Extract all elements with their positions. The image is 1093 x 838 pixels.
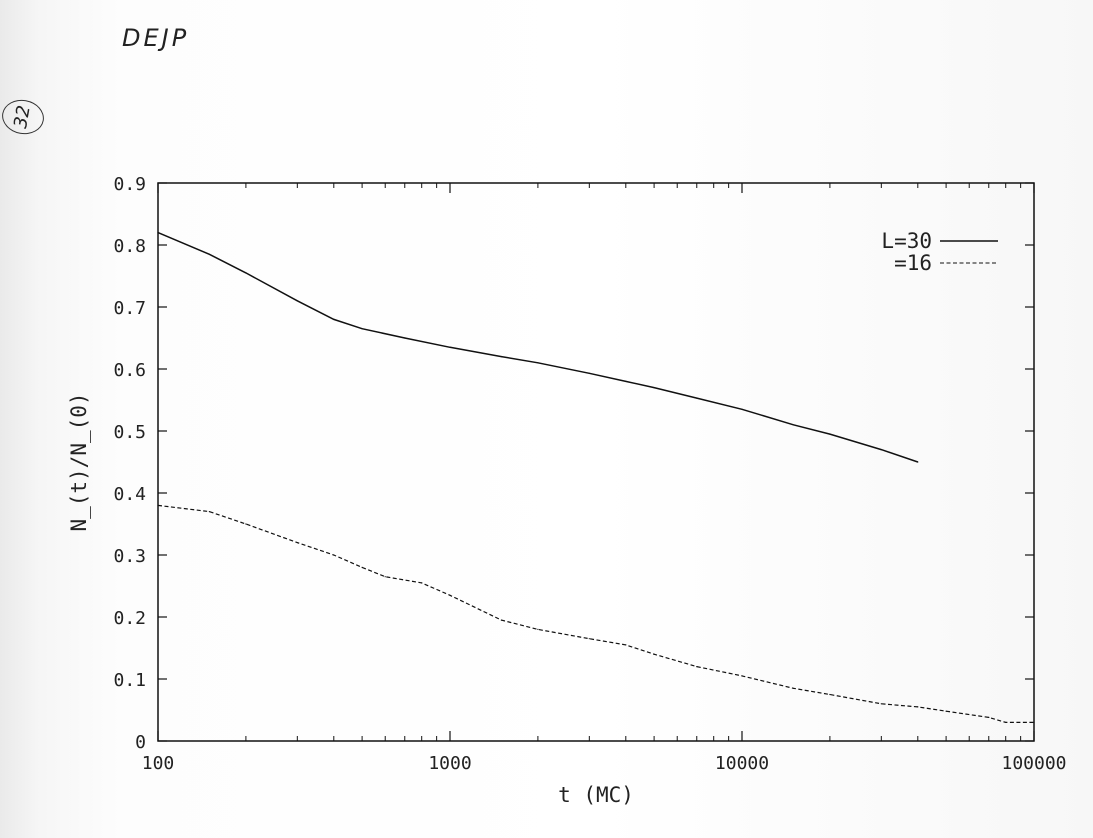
x-tick-label: 100: [142, 753, 175, 774]
series-2-point: [1033, 721, 1035, 724]
series-2-point: [988, 716, 990, 719]
series-1-point: [917, 461, 919, 463]
x-axis-label: t (MC): [558, 783, 634, 807]
series-2-point: [361, 566, 363, 569]
series-2-point: [500, 619, 502, 621]
y-tick-label: 0.5: [113, 422, 146, 443]
y-tick-label: 0.9: [113, 174, 146, 195]
series-2-point: [625, 644, 627, 646]
x-tick-label: 10000: [715, 753, 769, 774]
series-1-point: [696, 397, 698, 399]
series-2-point: [449, 594, 451, 596]
series-2-point: [741, 675, 743, 677]
series-2-point: [421, 582, 423, 584]
series-2-point: [588, 638, 590, 640]
series-1-point: [880, 449, 882, 451]
series-2-point: [917, 706, 919, 708]
series-2-point: [945, 710, 947, 712]
series-2-point: [792, 687, 795, 689]
series-1-point: [361, 328, 363, 330]
series-1-point: [500, 356, 502, 358]
handwritten-header: DEJP: [122, 24, 190, 52]
y-tick-label: 0.1: [113, 670, 146, 691]
series-2-point: [384, 576, 386, 578]
legend-label: =16: [894, 251, 932, 275]
series-1-point: [537, 362, 539, 364]
series-1-point: [245, 272, 247, 274]
x-tick-label: 1000: [428, 753, 471, 774]
y-tick-label: 0.2: [113, 608, 146, 629]
series-1-point: [588, 372, 590, 374]
series-2-point: [245, 523, 247, 525]
series-1-point: [792, 424, 795, 426]
series-2-point: [696, 666, 698, 668]
series-1-point: [208, 253, 210, 255]
series-line-1: [157, 231, 919, 463]
series-2-point: [537, 628, 539, 631]
y-tick-label: 0.3: [113, 546, 146, 567]
tick-labels: 0 0.1 0.2 0.3 0.4 0.5 0.6 0.7 0.8 0.9 100 1000 10000…: [113, 174, 1066, 774]
x-tick-label: 100000: [1001, 753, 1066, 774]
axis-ticks: [157, 182, 1035, 742]
y-tick-label: 0.7: [113, 298, 146, 319]
series-1-point: [829, 433, 831, 435]
series-2-point: [1005, 721, 1007, 724]
series-1-point: [333, 318, 335, 320]
y-tick-label: 0.4: [113, 484, 146, 505]
series-1-point: [741, 408, 743, 410]
series-2-point: [333, 554, 335, 556]
legend-label: L=30: [881, 229, 932, 253]
series-2-point: [829, 693, 831, 696]
series-2-point: [157, 504, 159, 506]
series-1-point: [157, 232, 159, 234]
series-2-point: [653, 653, 655, 655]
y-tick-label: 0: [135, 732, 146, 753]
series-lines: [157, 231, 1035, 724]
series-2-point: [208, 511, 210, 513]
series-1-point: [404, 337, 406, 339]
series-2-point: [296, 542, 298, 544]
series-1-point: [296, 300, 298, 302]
y-tick-label: 0.6: [113, 360, 146, 381]
series-1-point: [449, 346, 451, 348]
series-2-point: [880, 703, 882, 705]
series-1-point: [625, 380, 627, 382]
series-1-point: [653, 387, 655, 389]
plot-frame: [157, 182, 1035, 742]
y-axis-label: N_(t)/N_(0): [67, 392, 91, 531]
y-tick-label: 0.8: [113, 236, 146, 257]
series-line-2: [157, 504, 1034, 724]
legend: L=30=16: [881, 229, 998, 275]
